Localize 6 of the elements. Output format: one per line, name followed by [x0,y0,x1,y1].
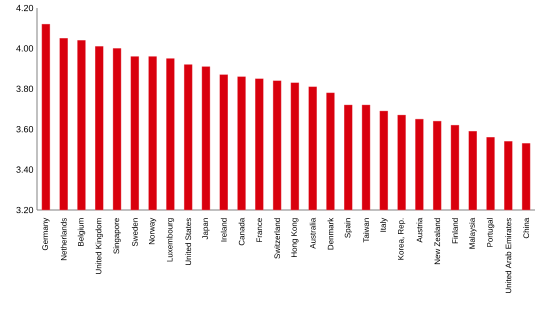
y-tick-label: 3.80 [16,86,34,92]
y-tick-label: 3.60 [16,126,34,132]
y-tick-label: 3.40 [16,166,34,173]
y-tick-label: 4.00 [16,45,34,52]
y-tick-label: 3.20 [16,206,34,214]
y-tick-label: 4.20 [16,4,34,12]
